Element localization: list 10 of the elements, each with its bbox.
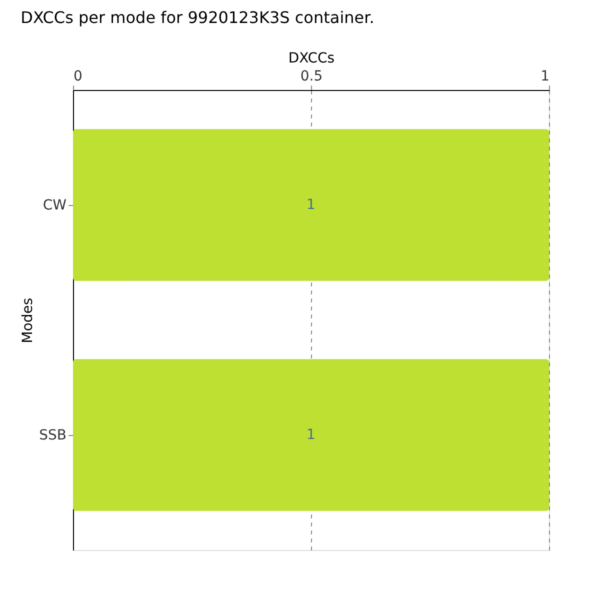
y-tick-label: SSB [39,428,66,444]
y-axis-title: Modes [20,298,36,344]
x-tick-label: 1 [540,68,550,84]
x-tick-label: 0.5 [300,68,323,84]
x-axis-title: DXCCs [288,50,335,66]
data-label: 1 [306,427,316,443]
y-tick-label: CW [42,198,67,214]
chart-title: DXCCs per mode for 9920123K3S container. [20,8,374,27]
data-label: 1 [306,197,316,213]
x-tick-label: 0 [74,68,82,84]
